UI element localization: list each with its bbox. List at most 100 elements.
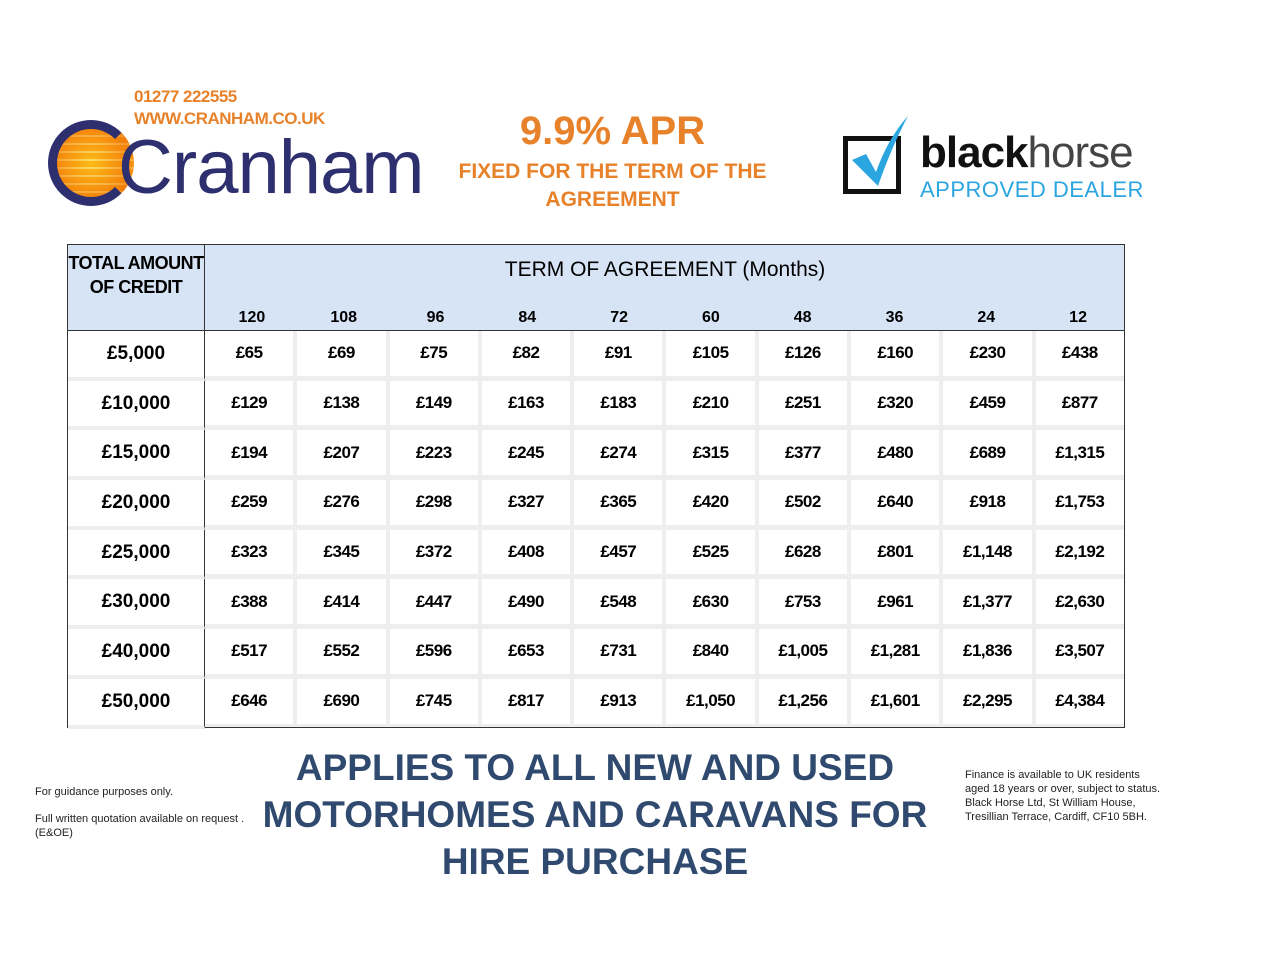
monthly-payment: £65 bbox=[205, 331, 294, 376]
monthly-payment: £1,315 bbox=[1035, 430, 1124, 476]
monthly-payment: £438 bbox=[1035, 331, 1124, 376]
monthly-payment: £447 bbox=[389, 579, 478, 625]
table-header: TOTAL AMOUNT OF CREDIT TERM OF AGREEMENT… bbox=[68, 245, 1124, 331]
monthly-payment: £630 bbox=[666, 579, 755, 625]
monthly-payment: £138 bbox=[297, 380, 386, 426]
table-body: £5,000 £65 £69 £75 £82 £91 £105 £126 £160 £230 £43… bbox=[68, 331, 1124, 729]
monthly-payment: £2,192 bbox=[1035, 529, 1124, 575]
monthly-payment: £377 bbox=[758, 430, 848, 476]
months-header-row: 120 108 96 84 72 60 48 36 24 12 bbox=[206, 308, 1124, 328]
monthly-payment: £2,630 bbox=[1035, 579, 1124, 625]
phone-number: 01277 222555 bbox=[134, 87, 237, 106]
monthly-payment: £105 bbox=[666, 331, 755, 376]
monthly-payment: £4,384 bbox=[1035, 678, 1124, 724]
credit-amount: £20,000 bbox=[68, 480, 205, 530]
approved-dealer-label: APPROVED DEALER bbox=[920, 177, 1144, 202]
monthly-payment: £210 bbox=[666, 380, 755, 426]
monthly-payment: £251 bbox=[758, 380, 848, 426]
monthly-payment: £1,377 bbox=[943, 579, 1032, 625]
monthly-payment: £745 bbox=[389, 678, 478, 724]
monthly-payment: £517 bbox=[205, 629, 294, 674]
monthly-payment: £490 bbox=[481, 579, 571, 625]
apr-title: 9.9% APR bbox=[519, 109, 706, 153]
month-header: 48 bbox=[793, 309, 812, 326]
monthly-payment: £628 bbox=[758, 529, 848, 575]
table-row: £40,000 £517 £552 £596 £653 £731 £840 £1,005 £1,… bbox=[68, 629, 1124, 679]
monthly-payment: £1,148 bbox=[943, 529, 1032, 575]
monthly-payment: £877 bbox=[1035, 380, 1124, 426]
monthly-payment: £183 bbox=[574, 380, 663, 426]
monthly-payment: £223 bbox=[389, 430, 478, 476]
monthly-payment: £653 bbox=[481, 629, 571, 674]
monthly-payment: £840 bbox=[666, 629, 755, 674]
table-row: £5,000 £65 £69 £75 £82 £91 £105 £126 £160 £230 £43… bbox=[68, 331, 1124, 381]
monthly-payment: £801 bbox=[851, 529, 940, 575]
monthly-payment: £420 bbox=[666, 480, 755, 525]
monthly-payment: £91 bbox=[574, 331, 663, 376]
monthly-payment: £817 bbox=[481, 678, 571, 724]
website-link[interactable]: WWW.CRANHAM.CO.UK bbox=[134, 109, 325, 128]
monthly-payment: £298 bbox=[389, 480, 478, 525]
checkbox-icon bbox=[843, 136, 901, 194]
credit-amount: £30,000 bbox=[68, 579, 205, 630]
month-header: 84 bbox=[518, 309, 537, 326]
monthly-payment: £1,753 bbox=[1035, 480, 1124, 525]
monthly-payment: £3,507 bbox=[1035, 629, 1124, 674]
monthly-payment: £689 bbox=[943, 430, 1032, 476]
quotation-note: Full written quotation available on requ… bbox=[35, 813, 245, 839]
credit-amount: £5,000 bbox=[68, 331, 205, 381]
monthly-payment: £365 bbox=[574, 480, 663, 525]
finance-note: Finance is available to UK residents age… bbox=[965, 769, 1161, 823]
credit-amount: £40,000 bbox=[68, 629, 205, 679]
monthly-payment: £646 bbox=[205, 678, 294, 724]
monthly-payment: £913 bbox=[574, 678, 663, 724]
table-row: £30,000 £388 £414 £447 £490 £548 £630 £753 £961 £… bbox=[68, 579, 1124, 630]
monthly-payment: £129 bbox=[205, 380, 294, 426]
monthly-payment: £230 bbox=[943, 331, 1032, 376]
monthly-payment: £1,005 bbox=[758, 629, 848, 674]
monthly-payment: £149 bbox=[389, 380, 478, 426]
monthly-payment: £327 bbox=[481, 480, 571, 525]
guidance-note: For guidance purposes only. bbox=[35, 786, 173, 798]
monthly-payment: £82 bbox=[481, 331, 571, 376]
monthly-payment: £259 bbox=[205, 480, 294, 525]
monthly-payment: £640 bbox=[851, 480, 940, 525]
monthly-payment: £388 bbox=[205, 579, 294, 625]
monthly-payment: £2,295 bbox=[943, 678, 1032, 724]
monthly-payment: £548 bbox=[574, 579, 663, 625]
blackhorse-wordmark: blackhorse bbox=[920, 128, 1134, 177]
credit-amount: £15,000 bbox=[68, 430, 205, 481]
monthly-payment: £457 bbox=[574, 529, 663, 575]
monthly-payment: £75 bbox=[389, 331, 478, 376]
month-header: 96 bbox=[426, 309, 445, 326]
monthly-payment: £320 bbox=[851, 380, 940, 426]
monthly-payment: £160 bbox=[851, 331, 940, 376]
table-row: £50,000 £646 £690 £745 £817 £913 £1,050 £1,256 £… bbox=[68, 678, 1124, 729]
apr-subtitle: FIXED FOR THE TERM OF THE AGREEMENT bbox=[458, 160, 767, 211]
month-header: 24 bbox=[977, 309, 996, 326]
applies-banner: APPLIES TO ALL NEW AND USED MOTORHOMES A… bbox=[262, 747, 928, 882]
term-header: TERM OF AGREEMENT (Months) bbox=[504, 258, 826, 281]
credit-amount: £10,000 bbox=[68, 380, 205, 431]
monthly-payment: £1,281 bbox=[851, 629, 940, 674]
monthly-payment: £163 bbox=[481, 380, 571, 426]
monthly-payment: £480 bbox=[851, 430, 940, 476]
month-header: 12 bbox=[1069, 309, 1087, 326]
monthly-payment: £194 bbox=[205, 430, 294, 476]
monthly-payment: £502 bbox=[758, 480, 848, 525]
monthly-payment: £731 bbox=[574, 629, 663, 674]
monthly-payment: £414 bbox=[297, 579, 386, 625]
monthly-payment: £126 bbox=[758, 331, 848, 376]
monthly-payment: £690 bbox=[297, 678, 386, 724]
monthly-payment: £274 bbox=[574, 430, 663, 476]
monthly-payment: £1,836 bbox=[943, 629, 1032, 674]
monthly-payment: £323 bbox=[205, 529, 294, 575]
monthly-payment: £207 bbox=[297, 430, 386, 476]
month-header: 120 bbox=[238, 309, 266, 326]
repayment-table: TOTAL AMOUNT OF CREDIT TERM OF AGREEMENT… bbox=[67, 244, 1125, 729]
credit-amount: £25,000 bbox=[68, 529, 205, 580]
month-header: 36 bbox=[885, 309, 904, 326]
month-header: 60 bbox=[701, 309, 720, 326]
monthly-payment: £753 bbox=[758, 579, 848, 625]
monthly-payment: £1,050 bbox=[666, 678, 755, 724]
